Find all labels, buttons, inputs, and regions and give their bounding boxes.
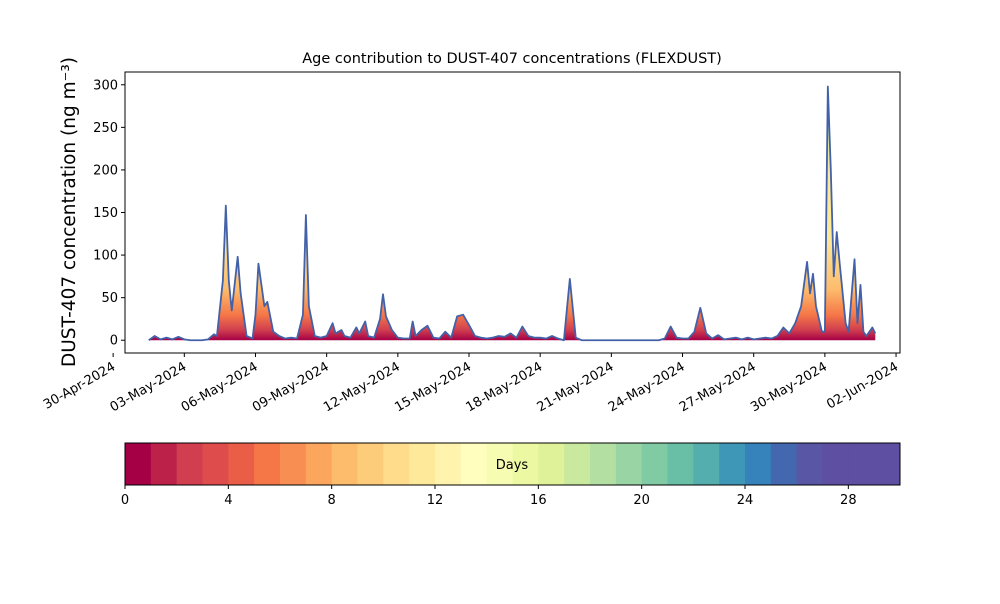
colorbar-bin [125,443,152,485]
colorbar-bin [667,443,694,485]
colorbar-bin [641,443,668,485]
plot-area [148,85,877,342]
area-layer [148,86,876,341]
colorbar-bin [874,443,901,485]
colorbar-tick-label: 16 [530,493,547,508]
x-tick-label: 24-May-2024 [606,359,688,415]
y-tick-label: 100 [93,249,118,264]
line-layer [148,85,877,342]
colorbar-tick-label: 28 [840,493,857,508]
colorbar-bin [848,443,875,485]
y-tick-label: 300 [93,78,118,93]
y-axis-label: DUST-407 concentration (ng m⁻³) [59,57,80,367]
y-axis: 0 50 100 150 200 250 300 [93,78,125,349]
colorbar-bin [564,443,591,485]
colorbar-axis: 0 4 8 12 16 20 24 28 [121,485,857,508]
colorbar-bin [693,443,720,485]
colorbar-label: Days [496,458,529,473]
x-tick-label: 12-May-2024 [321,359,403,415]
colorbar-bin [796,443,823,485]
x-tick-label: 09-May-2024 [250,359,332,415]
colorbar [124,442,901,486]
y-tick-label: 50 [101,291,118,306]
colorbar-bin [460,443,488,485]
colorbar-bin [770,443,798,485]
colorbar-bin [615,443,643,485]
colorbar-frame [124,442,901,486]
colorbar-bin [512,443,539,485]
chart-title: Age contribution to DUST-407 concentrati… [302,51,722,67]
x-tick-label: 03-May-2024 [108,359,190,415]
y-tick-label: 150 [93,206,118,221]
colorbar-bin [590,443,617,485]
colorbar-bin [822,443,849,485]
colorbar-tick-label: 12 [427,493,444,508]
colorbar-bin [176,443,203,485]
y-tick-label: 0 [110,334,118,349]
x-tick-label: 27-May-2024 [677,359,759,415]
colorbar-bin [150,443,178,485]
colorbar-tick-label: 20 [633,493,650,508]
x-tick-label: 21-May-2024 [535,359,617,415]
colorbar-tick-label: 24 [737,493,754,508]
x-tick-label: 15-May-2024 [392,359,474,415]
x-tick-label: 02-Jun-2024 [824,359,901,412]
x-tick-label: 18-May-2024 [463,359,545,415]
x-tick-label: 30-May-2024 [748,359,830,415]
colorbar-bin [331,443,358,485]
colorbar-bin [409,443,436,485]
colorbar-bin [745,443,772,485]
colorbar-bin [202,443,229,485]
x-tick-label: 06-May-2024 [179,359,261,415]
y-tick-label: 200 [93,163,118,178]
colorbar-bin [435,443,462,485]
colorbar-bin [280,443,307,485]
colorbar-bin [357,443,384,485]
colorbar-bin [305,443,333,485]
colorbar-tick-label: 4 [224,493,232,508]
colorbar-tick-label: 0 [121,493,129,508]
colorbar-bin [486,443,513,485]
y-tick-label: 250 [93,121,118,136]
colorbar-bin [719,443,746,485]
colorbar-bin [538,443,565,485]
colorbar-bin [383,443,410,485]
age-contribution-area [148,86,876,341]
total-concentration-line [148,85,877,342]
colorbar-bin [228,443,255,485]
colorbar-tick-label: 8 [328,493,336,508]
x-axis: 30-Apr-202403-May-202406-May-202409-May-… [41,353,901,415]
colorbar-bin [254,443,281,485]
